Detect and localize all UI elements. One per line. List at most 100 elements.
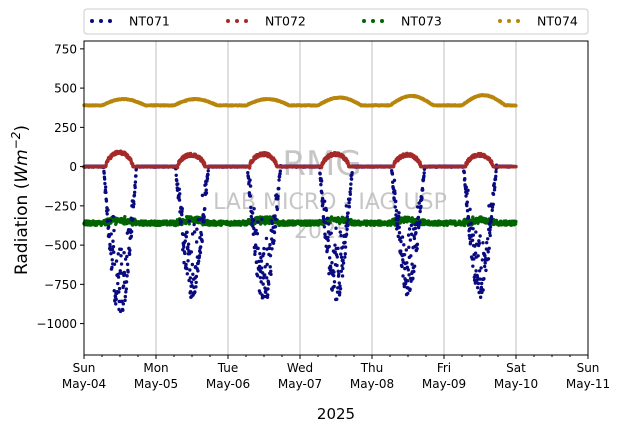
data-point — [471, 233, 476, 237]
data-point — [348, 186, 353, 191]
data-point — [328, 256, 332, 260]
data-point — [492, 182, 496, 186]
legend-entry: NT074 — [498, 14, 578, 29]
data-point — [193, 290, 197, 294]
data-point — [339, 255, 344, 259]
data-point — [112, 262, 117, 266]
data-point — [494, 169, 498, 174]
data-point — [488, 233, 492, 238]
data-point — [256, 220, 260, 224]
data-point — [128, 248, 132, 253]
data-point — [116, 275, 121, 279]
data-point — [465, 200, 469, 204]
data-point — [320, 191, 324, 195]
data-point — [412, 264, 417, 268]
data-point — [323, 221, 328, 225]
data-point — [185, 230, 189, 235]
data-point — [335, 255, 339, 259]
data-point — [194, 280, 198, 285]
data-point — [133, 180, 138, 184]
data-point — [182, 245, 186, 249]
data-point — [269, 269, 273, 274]
data-point — [191, 272, 195, 276]
data-point — [103, 181, 107, 186]
data-point — [102, 177, 107, 181]
data-point — [348, 192, 353, 196]
data-point — [258, 251, 262, 256]
data-point — [333, 243, 337, 247]
data-point — [465, 203, 469, 208]
data-point — [126, 270, 130, 274]
data-point — [198, 250, 203, 255]
data-point — [406, 233, 411, 237]
data-point — [347, 201, 351, 205]
data-point — [187, 219, 192, 223]
data-point — [343, 245, 348, 249]
data-point — [416, 215, 421, 220]
data-point — [422, 171, 426, 175]
data-point — [248, 184, 253, 188]
data-point — [345, 214, 350, 219]
data-point — [117, 286, 122, 291]
data-point — [346, 218, 351, 222]
data-point — [465, 191, 469, 196]
data-point — [104, 199, 109, 203]
data-point — [111, 239, 115, 243]
data-point — [132, 202, 136, 206]
data-point — [486, 257, 491, 261]
data-point — [174, 173, 178, 177]
data-point — [404, 248, 409, 252]
data-point — [122, 251, 126, 255]
data-point — [489, 220, 493, 224]
data-point — [131, 217, 135, 222]
data-point — [133, 185, 137, 190]
data-point — [184, 262, 188, 267]
data-point — [393, 191, 397, 196]
data-point — [116, 281, 120, 286]
data-point — [110, 258, 114, 262]
data-point — [183, 251, 187, 256]
data-point — [121, 308, 125, 312]
data-point — [180, 207, 184, 211]
data-point — [246, 171, 250, 175]
data-point — [488, 228, 492, 232]
data-point — [108, 245, 112, 249]
legend-marker — [380, 19, 384, 23]
data-point — [420, 188, 425, 192]
data-point — [255, 274, 260, 278]
data-point — [190, 262, 195, 267]
data-point — [205, 176, 210, 181]
data-point — [321, 216, 326, 221]
data-point — [407, 227, 412, 231]
data-point — [478, 234, 482, 238]
data-point — [470, 238, 475, 242]
data-point — [408, 287, 412, 291]
data-point — [125, 274, 129, 278]
data-point — [202, 161, 207, 166]
data-point — [466, 216, 471, 220]
data-point — [390, 172, 395, 176]
data-point — [462, 170, 466, 175]
data-point — [407, 245, 411, 249]
data-point — [415, 242, 420, 247]
data-point — [334, 226, 338, 230]
data-point — [262, 246, 266, 251]
legend-marker — [371, 19, 375, 23]
data-point — [490, 217, 494, 221]
data-point — [405, 261, 409, 265]
data-point — [488, 225, 493, 229]
data-point — [327, 244, 331, 249]
data-point — [259, 259, 264, 263]
data-point — [319, 179, 324, 183]
data-point — [409, 223, 414, 228]
data-point — [491, 192, 496, 196]
data-point — [494, 174, 498, 179]
data-point — [277, 186, 281, 191]
data-point — [401, 274, 405, 278]
data-point — [200, 193, 205, 198]
data-point — [474, 269, 478, 273]
data-point — [265, 262, 269, 267]
data-point — [177, 198, 182, 202]
data-point — [329, 266, 333, 270]
data-point — [490, 208, 494, 212]
